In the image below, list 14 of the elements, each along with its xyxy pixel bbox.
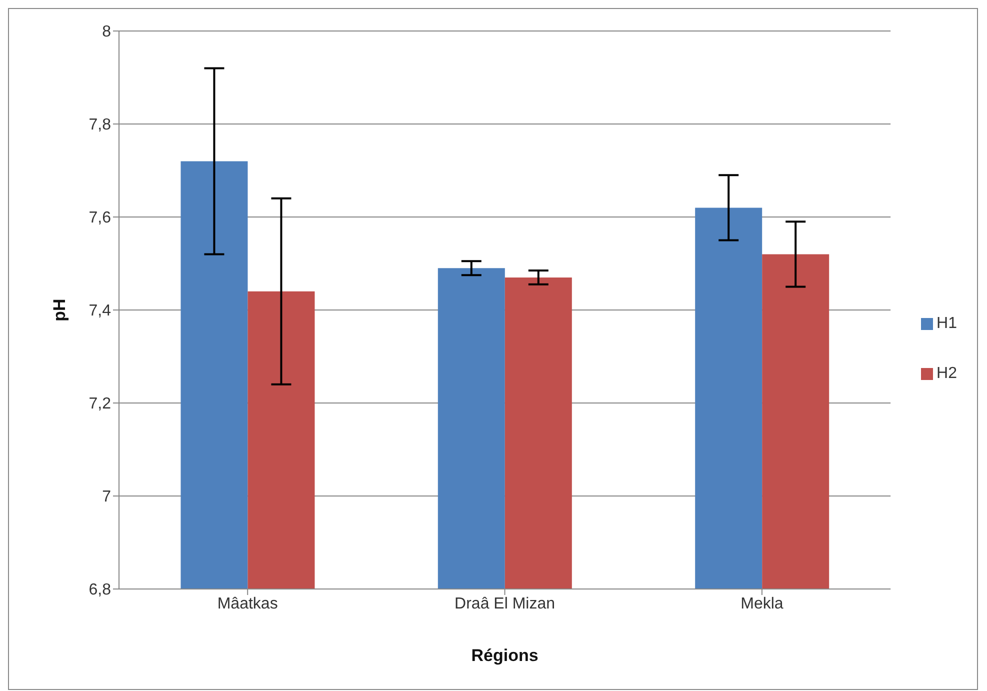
y-tick-label: 7,6 (88, 210, 112, 227)
y-tick-label: 8 (102, 24, 112, 41)
y-tick-label: 7,8 (88, 116, 112, 134)
x-tick-label: Draâ El Mizan (454, 595, 556, 612)
legend-label: H2 (936, 365, 957, 382)
legend-label: H1 (936, 315, 957, 332)
x-tick-label: Mâatkas (217, 595, 278, 612)
y-tick-label: 7,4 (88, 302, 112, 320)
y-tick-label: 7 (102, 488, 112, 506)
y-tick-label: 6,8 (88, 582, 112, 599)
y-tick-label: 7,2 (88, 396, 112, 413)
y-axis-title: pH (50, 298, 70, 322)
x-axis-title: Régions (471, 646, 538, 665)
x-tick-label: Mekla (740, 595, 784, 612)
